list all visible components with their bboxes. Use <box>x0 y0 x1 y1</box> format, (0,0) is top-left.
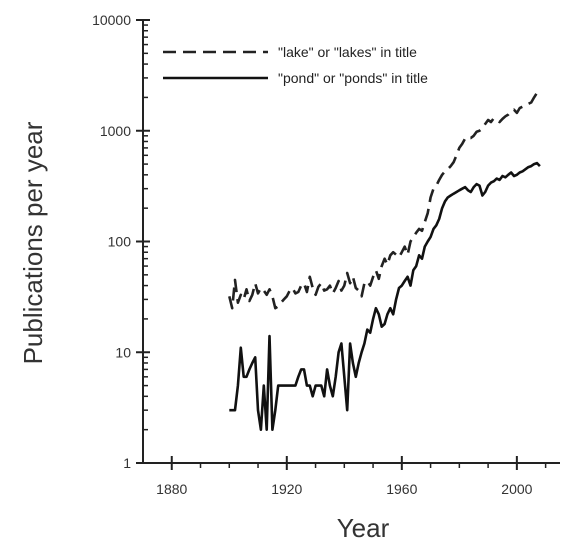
pond-series-line <box>229 161 541 432</box>
y-tick-label: 1 <box>123 455 131 471</box>
legend-label: "pond" or "ponds" in title <box>278 70 428 86</box>
lake-series-line <box>228 92 539 310</box>
y-tick-label: 10 <box>115 344 131 360</box>
y-tick-label: 100 <box>108 234 132 250</box>
y-tick-label: 1000 <box>100 123 131 139</box>
x-axis-title: Year <box>337 513 390 543</box>
legend-label: "lake" or "lakes" in title <box>278 44 417 60</box>
y-tick-label: 10000 <box>92 12 131 28</box>
x-tick-label: 1880 <box>156 481 187 497</box>
y-axis-title: Publications per year <box>18 121 48 364</box>
x-tick-label: 1920 <box>271 481 302 497</box>
axes: 1 10 100 1000 10000 1880 1920 1960 2000 <box>92 12 560 497</box>
x-tick-label: 1960 <box>386 481 417 497</box>
legend: "lake" or "lakes" in title "pond" or "pon… <box>163 44 428 86</box>
plot-area <box>228 92 541 432</box>
x-tick-label: 2000 <box>501 481 532 497</box>
